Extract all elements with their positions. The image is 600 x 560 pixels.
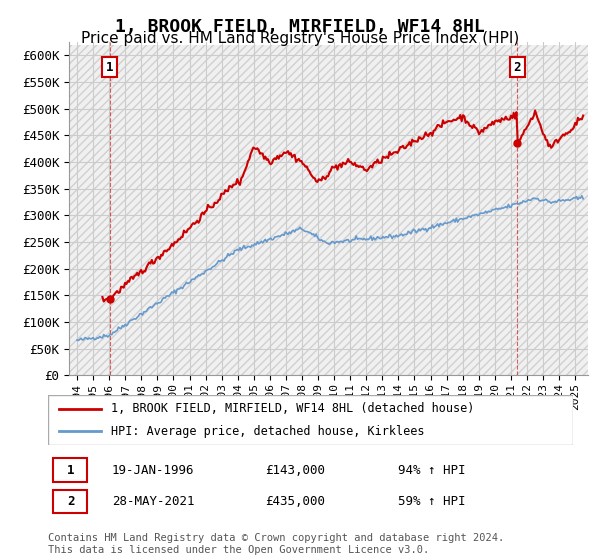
Text: £435,000: £435,000	[265, 495, 325, 508]
FancyBboxPatch shape	[48, 395, 573, 445]
Text: 1: 1	[67, 464, 74, 477]
Text: 19-JAN-1996: 19-JAN-1996	[112, 464, 194, 477]
Text: Contains HM Land Registry data © Crown copyright and database right 2024.
This d: Contains HM Land Registry data © Crown c…	[48, 533, 504, 555]
Text: 2: 2	[514, 60, 521, 73]
Text: 1, BROOK FIELD, MIRFIELD, WF14 8HL: 1, BROOK FIELD, MIRFIELD, WF14 8HL	[115, 18, 485, 36]
Text: 1: 1	[106, 60, 114, 73]
Text: 2: 2	[67, 495, 74, 508]
FancyBboxPatch shape	[53, 489, 88, 514]
Text: 59% ↑ HPI: 59% ↑ HPI	[398, 495, 465, 508]
Text: £143,000: £143,000	[265, 464, 325, 477]
Text: 94% ↑ HPI: 94% ↑ HPI	[398, 464, 465, 477]
Text: 1, BROOK FIELD, MIRFIELD, WF14 8HL (detached house): 1, BROOK FIELD, MIRFIELD, WF14 8HL (deta…	[111, 403, 475, 416]
FancyBboxPatch shape	[53, 458, 88, 482]
Text: HPI: Average price, detached house, Kirklees: HPI: Average price, detached house, Kirk…	[111, 424, 425, 437]
Text: 28-MAY-2021: 28-MAY-2021	[112, 495, 194, 508]
Text: Price paid vs. HM Land Registry's House Price Index (HPI): Price paid vs. HM Land Registry's House …	[81, 31, 519, 46]
